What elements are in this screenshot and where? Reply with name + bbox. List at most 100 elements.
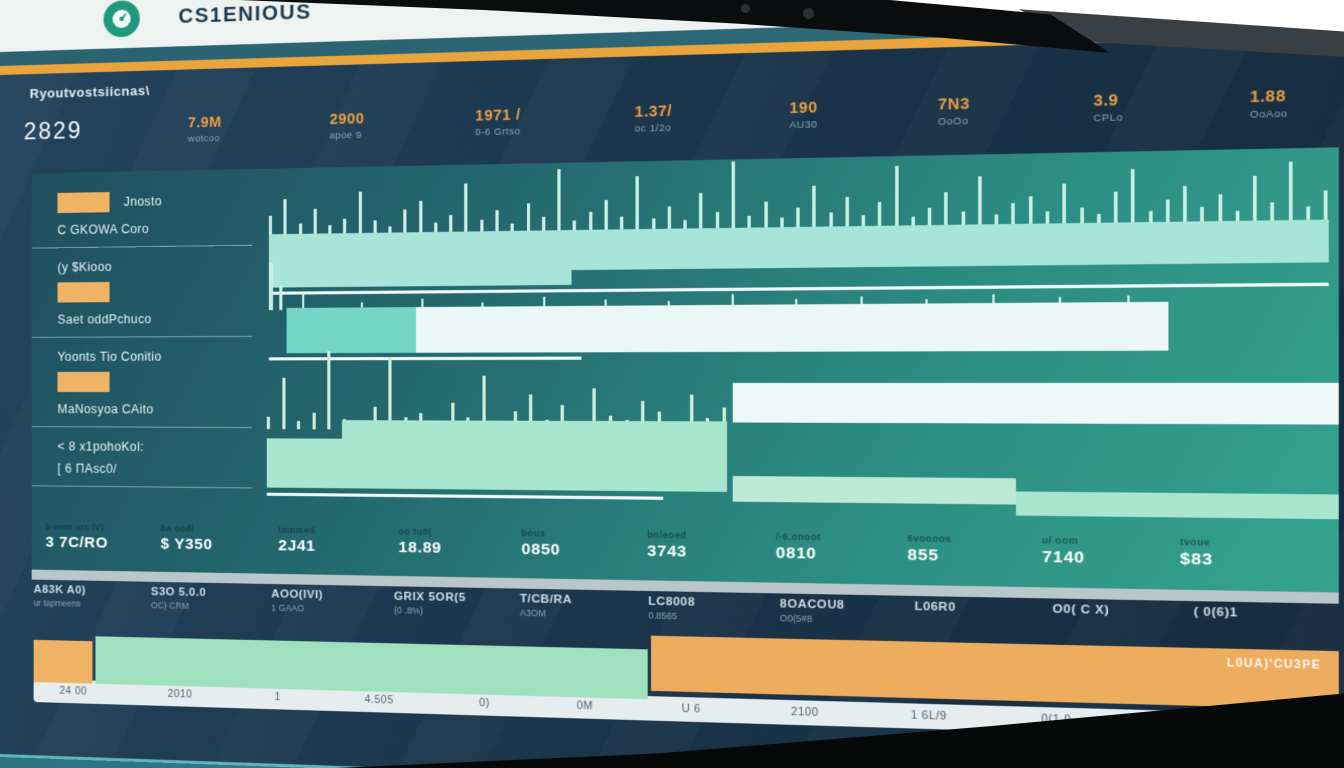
stat-5: bn/eoed 3743	[647, 529, 776, 562]
kpi-sublabel: AU30	[789, 118, 818, 131]
spike-bar	[588, 211, 592, 230]
stat-value: LC8008	[648, 595, 696, 609]
axis-tick: CL 0	[1277, 720, 1307, 734]
legend-color-swatch	[57, 281, 110, 303]
stat-sublabel: /-6.onoot	[775, 531, 821, 543]
legend-divider	[31, 335, 253, 338]
spike-bar	[683, 219, 687, 229]
spike-bar	[464, 183, 468, 232]
spike-bar	[667, 206, 671, 229]
spike-bar	[894, 165, 899, 226]
legend-title: < 8 x1pohoKol:	[57, 439, 144, 454]
spike-bar	[510, 223, 515, 231]
axis-tick: 2100	[790, 706, 819, 720]
spike-bar	[927, 207, 932, 226]
stat-sublabel: 0.8565	[648, 610, 678, 622]
kpi-6: 7N3 OoOo	[938, 95, 970, 127]
kpi-value: 2900	[329, 109, 365, 128]
spike-bar	[944, 192, 949, 225]
legend-divider	[31, 244, 253, 249]
spike-bar	[434, 222, 438, 232]
app-header: CS1ENIOUS Tanat Anv, 6 Egt 0UAU W I A G	[0, 0, 1344, 52]
axis-tick: 0M	[576, 700, 594, 713]
spike-bar	[731, 294, 734, 305]
stat-sublabel: 6voooos	[907, 532, 952, 545]
legend-title: Yoonts Tio Conitio	[57, 349, 162, 364]
kpi-sublabel: OoAoo	[1249, 107, 1288, 120]
stat-8: O0( C X)	[1053, 603, 1194, 632]
footer-band	[0, 754, 1344, 768]
spike-bar	[268, 215, 273, 235]
waveform-row3-baseline	[266, 492, 663, 500]
spike-bar	[388, 357, 392, 430]
spike-bar	[312, 412, 316, 430]
bar-segment-0[interactable]	[33, 639, 93, 684]
stat-sublabel: ba oodl	[160, 523, 195, 534]
stat-2: AOO(IVI) 1 GAAO	[271, 588, 394, 615]
spike-bar	[543, 296, 546, 307]
stat-6: /-6.onoot 0810	[776, 531, 908, 564]
waveform-row3-band-left	[266, 438, 346, 489]
spike-bar	[1270, 202, 1275, 221]
kpi-value: 1.37/	[634, 102, 673, 120]
spike-bar	[1165, 199, 1170, 222]
webcam-dot	[741, 4, 750, 13]
spike-bar	[449, 215, 453, 232]
stat-value: 0850	[521, 540, 561, 559]
waveform-charts	[263, 147, 1339, 520]
spike-bar	[994, 214, 999, 225]
spike-bar	[421, 298, 424, 308]
waveform-row3-bar-white	[732, 382, 1339, 425]
bar-segment-label: L0UA)'CU3PE	[1226, 657, 1322, 673]
spike-bar	[991, 294, 995, 304]
spike-bar	[1324, 190, 1328, 220]
waveform-row3-stagger-bar2	[1016, 491, 1339, 520]
spike-bar	[541, 216, 546, 231]
legend-swatch-row: Jnosto	[57, 189, 252, 214]
spike-bar	[266, 416, 270, 430]
kpi-sublabel: wotcoo	[187, 132, 221, 144]
spike-bar	[635, 176, 640, 230]
spike-bar	[1200, 206, 1205, 222]
stat-value: 18.89	[398, 538, 442, 557]
kpi-sublabel: CPLo	[1093, 111, 1123, 124]
waveform-row3-band	[341, 420, 728, 492]
spike-bar	[526, 203, 530, 231]
stat-7: L06R0	[915, 600, 1053, 629]
spike-bar	[796, 207, 800, 227]
kpi-value: 190	[789, 98, 818, 117]
stat-value: 2J41	[278, 536, 316, 555]
legend-divider	[31, 426, 253, 429]
stat-sublabel: (0 .8%)	[393, 604, 424, 616]
brand-logo-gauge-icon[interactable]	[103, 0, 140, 38]
spike-bar	[403, 209, 407, 233]
kpi-sublabel: OoOo	[938, 115, 969, 127]
stat-9: ( 0(6)1	[1194, 606, 1339, 636]
stat-value: 855	[907, 545, 939, 565]
legend-sublabel: Saet oddPchuco	[57, 311, 152, 327]
spike-bar	[557, 169, 561, 231]
spike-bar	[861, 215, 866, 227]
waveform-row2-spike	[268, 262, 274, 311]
kpi-value: 7.9M	[187, 113, 222, 131]
spike-bar	[1235, 210, 1240, 221]
stat-value: 7140	[1042, 547, 1085, 568]
kpi-0: 2829	[24, 117, 83, 146]
kpi-1: 7.9M wotcoo	[188, 113, 222, 143]
brand-name: CS1ENIOUS	[178, 0, 312, 28]
spike-bar	[1306, 206, 1311, 220]
axis-tick: 0)	[479, 697, 490, 710]
stat-2: tmnmed 2J41	[278, 525, 398, 557]
stat-4: T/CB/RA A3OM	[520, 593, 649, 621]
spike-bar	[1183, 185, 1187, 222]
axis-tick: (1	[1167, 717, 1180, 730]
chart-legend: Jnosto C GKOWA Coro (y $Kiooo Saet oddPchuc…	[31, 169, 263, 507]
spike-bar	[651, 218, 656, 229]
stat-value: T/CB/RA	[519, 592, 573, 607]
kpi-sublabel: 0-6 Grtso	[475, 125, 521, 138]
stat-sublabel: b eom arc /V)	[45, 521, 105, 533]
kpi-row: 2829 7.9M wotcoo 2900 apoe 9 1971 /0-6 Grtso 1…	[24, 87, 1288, 148]
waveform-row2-spike	[279, 285, 283, 311]
spike-bar	[373, 220, 377, 233]
